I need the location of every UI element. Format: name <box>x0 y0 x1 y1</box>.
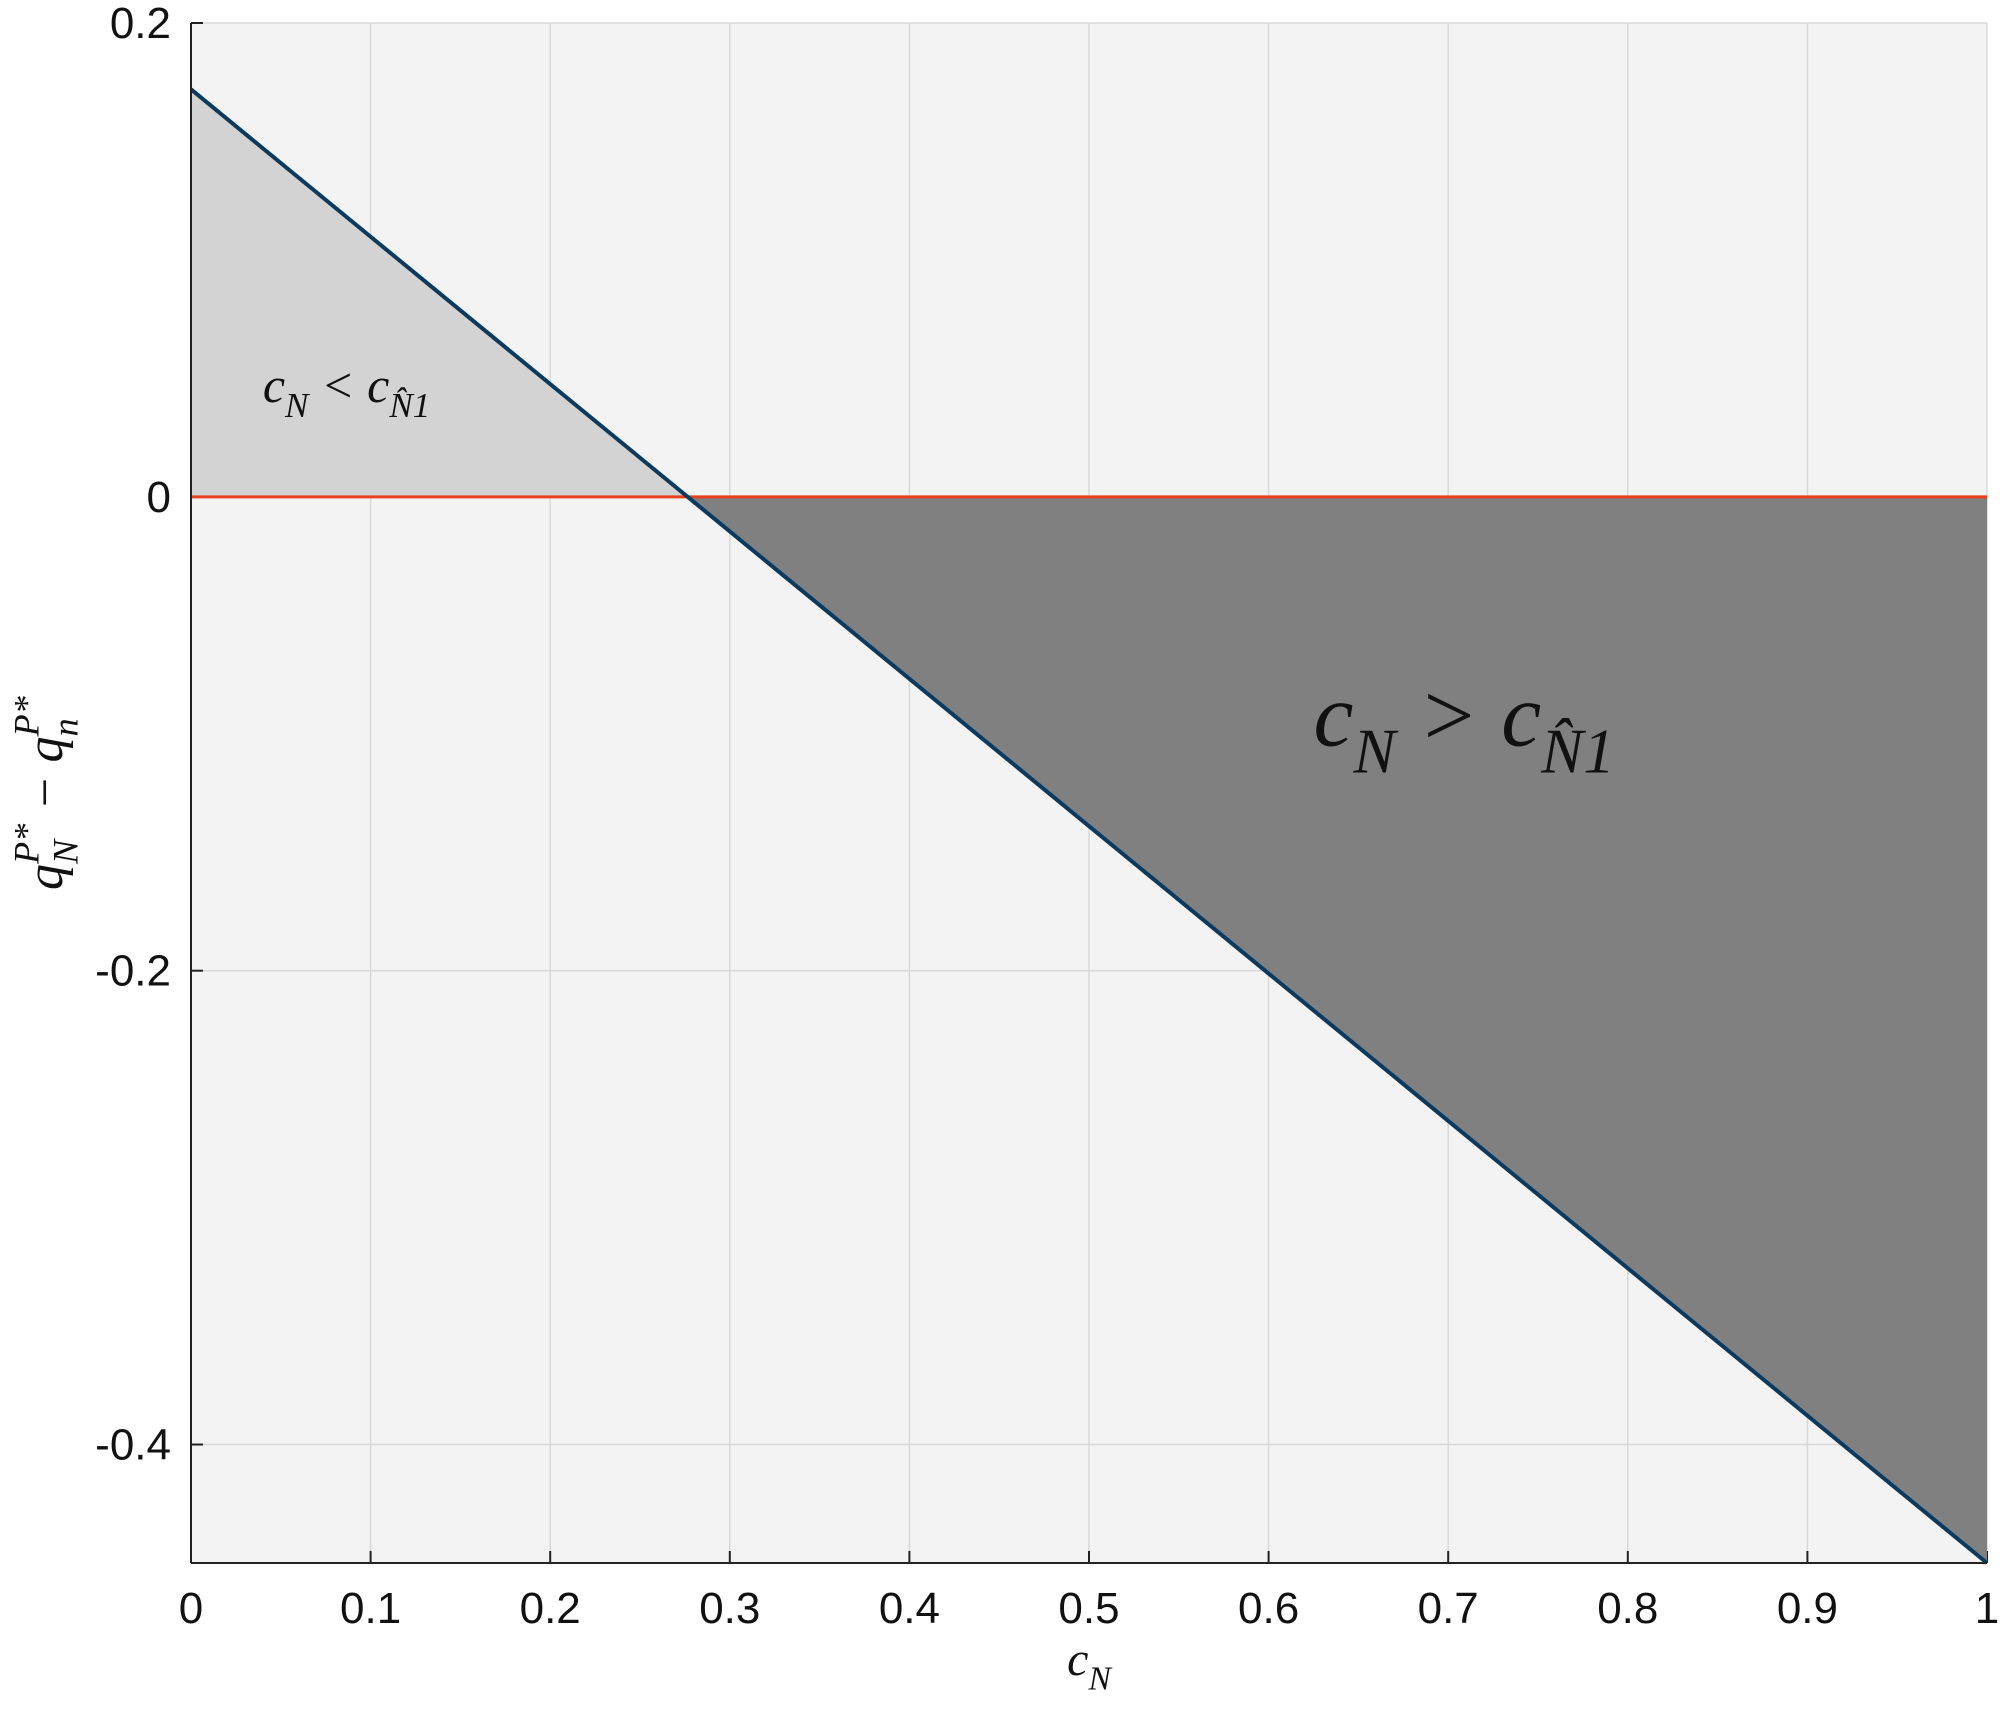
math-sub: N̂1 <box>1540 717 1615 787</box>
math-base: c <box>263 357 285 413</box>
math-sub: N <box>1352 717 1398 787</box>
math-base: c <box>1314 667 1354 766</box>
line <box>189 87 1989 1565</box>
x-tick-label: 0.8 <box>1597 1584 1658 1633</box>
math-base: > <box>1395 667 1501 766</box>
x-tick-label: 1 <box>1975 1584 1999 1633</box>
math-sup: P* <box>7 695 47 737</box>
x-tick-label: 0.9 <box>1777 1584 1838 1633</box>
math-sub: N <box>46 838 86 865</box>
y-tick-label: 0.2 <box>110 0 171 48</box>
math-base: q <box>17 864 74 890</box>
x-tick-label: 0 <box>179 1584 203 1633</box>
x-axis-label: cN <box>1067 1633 1112 1697</box>
math-sub: N <box>284 386 310 425</box>
math-base: < <box>308 357 367 413</box>
y-tick-label: -0.2 <box>95 947 171 996</box>
math-sub: N̂1 <box>388 385 430 425</box>
y-tick-label: -0.4 <box>95 1421 171 1470</box>
math-base: q <box>17 736 74 762</box>
x-tick-label: 0.5 <box>1058 1584 1119 1633</box>
math-sub: n <box>46 718 86 736</box>
y-axis-label: qNP* − qnP* <box>7 695 86 890</box>
x-tick-label: 0.3 <box>699 1584 760 1633</box>
annotation: cN < cN̂1 <box>263 357 430 425</box>
y-tick-label: 0 <box>147 473 171 522</box>
math-base: − <box>17 762 74 823</box>
annotation: cN > cN̂1 <box>1314 667 1615 787</box>
math-sup: P* <box>7 823 47 865</box>
x-tick-label: 0.4 <box>879 1584 940 1633</box>
x-tick-label: 0.7 <box>1418 1584 1479 1633</box>
math-base: c <box>367 357 389 413</box>
math-base: c <box>1501 667 1541 766</box>
x-tick-label: 0.6 <box>1238 1584 1299 1633</box>
math-base: c <box>1067 1633 1088 1686</box>
x-tick-label: 0.1 <box>340 1584 401 1633</box>
math-sub: N <box>1087 1660 1112 1697</box>
x-tick-label: 0.2 <box>520 1584 581 1633</box>
